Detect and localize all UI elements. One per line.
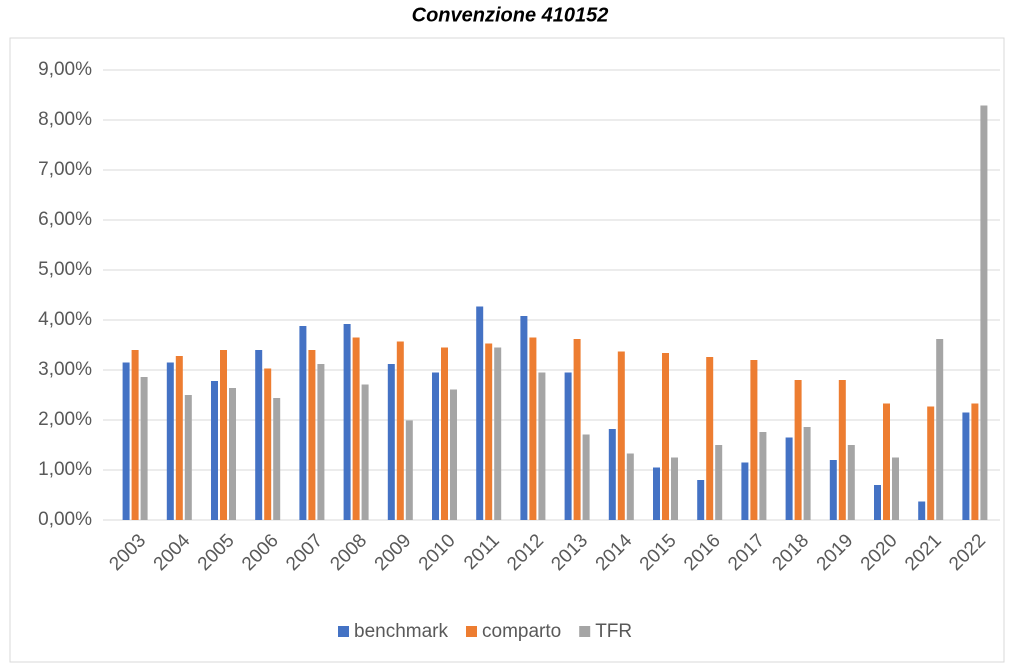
bar [441, 347, 448, 520]
bar [538, 372, 546, 520]
bar [273, 398, 281, 520]
bar [220, 350, 227, 520]
y-tick-label: 3,00% [38, 359, 92, 380]
bar [432, 372, 439, 520]
bar [308, 350, 316, 520]
y-tick-label: 6,00% [38, 209, 92, 230]
bar [750, 360, 758, 520]
bar [166, 362, 174, 520]
bar [343, 324, 351, 520]
bar [936, 339, 944, 520]
y-tick-label: 8,00% [38, 109, 92, 130]
bar [140, 377, 148, 520]
bar [671, 457, 678, 520]
bar [255, 350, 263, 520]
bar [617, 351, 625, 520]
bar [697, 480, 705, 520]
bar [264, 368, 272, 520]
bar [361, 384, 369, 520]
legend-swatch [338, 626, 349, 637]
bar [387, 364, 395, 520]
bar [962, 412, 970, 520]
bar [794, 380, 802, 520]
bar [653, 467, 660, 520]
bar [122, 362, 130, 520]
bar [485, 343, 493, 520]
legend-label: TFR [595, 621, 632, 642]
chart-title: Convenzione 410152 [412, 4, 609, 26]
legend-label: benchmark [354, 621, 448, 642]
bar [520, 316, 528, 520]
bar [529, 337, 537, 520]
chart-frame [9, 37, 1005, 663]
bar [564, 372, 572, 520]
bar [927, 406, 935, 520]
bar [573, 339, 581, 520]
bar [317, 364, 325, 520]
bar [184, 395, 192, 520]
bar [626, 453, 634, 520]
bar [980, 105, 988, 520]
bar [405, 420, 413, 520]
bar [608, 429, 616, 520]
bar [803, 427, 811, 520]
y-tick-label: 1,00% [38, 459, 92, 480]
bar [299, 326, 307, 520]
bar [131, 350, 139, 520]
bar [715, 445, 723, 520]
bar [883, 403, 890, 520]
bar [829, 460, 837, 520]
bar [847, 445, 855, 520]
bar [450, 389, 457, 520]
bar [971, 403, 979, 520]
bar [838, 380, 846, 520]
y-tick-label: 0,00% [38, 509, 92, 530]
y-tick-label: 9,00% [38, 59, 92, 80]
bar [741, 462, 749, 520]
bar [352, 337, 360, 520]
bar [211, 381, 218, 520]
bar [892, 457, 899, 520]
legend-swatch [579, 626, 591, 637]
bar [175, 356, 183, 520]
bar [229, 388, 236, 520]
y-tick-label: 2,00% [38, 409, 92, 430]
bar [476, 306, 484, 520]
bar [494, 347, 502, 520]
bar [396, 341, 404, 520]
bar [918, 501, 926, 520]
legend-label: comparto [482, 621, 561, 642]
bar [785, 437, 793, 520]
bar [874, 485, 881, 520]
y-tick-label: 5,00% [38, 259, 92, 280]
bar [706, 357, 714, 520]
bar [759, 432, 767, 520]
y-tick-label: 7,00% [38, 159, 92, 180]
bar [582, 434, 590, 520]
legend-swatch [466, 626, 477, 637]
bar [662, 353, 669, 520]
y-tick-label: 4,00% [38, 309, 92, 330]
